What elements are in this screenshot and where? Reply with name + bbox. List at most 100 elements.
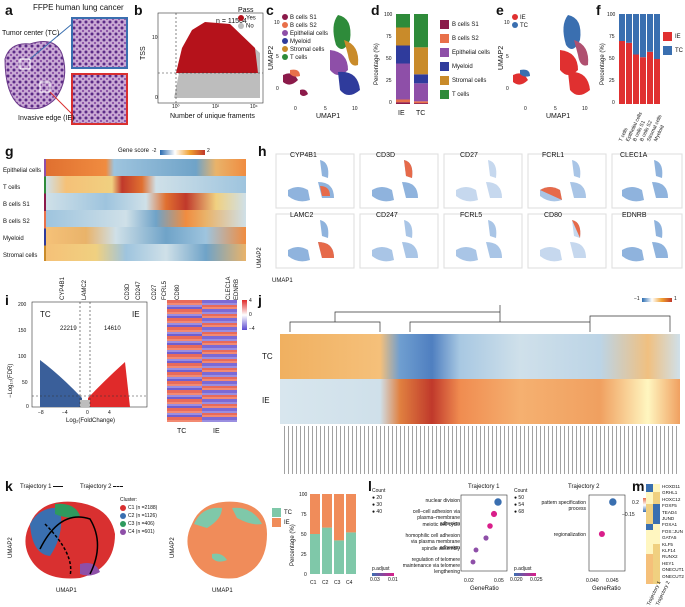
- panel-i-label: i: [5, 292, 9, 308]
- panel-a-title: FFPE human lung cancer: [33, 3, 124, 12]
- k-bar-ytick: 25: [301, 552, 307, 558]
- l-xlabel-2: GeneRatio: [592, 586, 621, 592]
- label-tc: Tumor center (TC): [2, 30, 60, 37]
- k-cluster-item: C1 (n =2188): [120, 504, 157, 512]
- j-color-scale: [642, 298, 672, 302]
- b-xtick: 10²: [212, 104, 220, 110]
- e-ytick: 0: [506, 86, 509, 92]
- c-legend: B cells S1 B cells S2 Epithelial cells M…: [282, 14, 328, 62]
- bar-segment-c4-tc: [346, 532, 356, 574]
- bar-segment-ie-b-cells-s2: [396, 99, 410, 103]
- k-bar-x: C2: [322, 580, 329, 586]
- g-color-scale: [160, 150, 205, 155]
- bar-segment-b-cells-s2-tc: [640, 14, 646, 58]
- g-row-label: Stromal cells: [3, 253, 38, 259]
- h-gene-title: CD247: [376, 212, 398, 219]
- panel-d-label: d: [371, 2, 380, 18]
- k-bar-ytick: 0: [304, 572, 307, 578]
- l-term: regulation of telomere maintenance via t…: [402, 557, 460, 575]
- i-ytick: 50: [22, 380, 28, 386]
- e-ytick: 5: [506, 54, 509, 60]
- i-xlabel: Log₂(FoldChange): [66, 418, 116, 424]
- k-umap-region: [187, 501, 267, 579]
- bar-segment-c2-tc: [322, 527, 332, 574]
- j-heatmap: [280, 334, 680, 424]
- i-ytick: 200: [18, 302, 27, 308]
- g-row-colorbar: [44, 159, 46, 261]
- i-ytick: 0: [26, 404, 29, 410]
- m-gene: KLF5: [662, 541, 673, 547]
- k-xlabel: UMAP1: [56, 588, 77, 594]
- bar-segment-t-cells-ie: [619, 41, 625, 104]
- g-row-labels: Epithelial cells T cells B cells S1 B ce…: [3, 163, 41, 265]
- j-scale-tick: 1: [674, 296, 677, 302]
- c-ytick: 10: [274, 20, 280, 26]
- i-heat-x: IE: [213, 428, 220, 435]
- k-umap-clusters: [25, 501, 115, 579]
- n-cells: n = 11564: [216, 18, 247, 25]
- panel-c-label: c: [266, 2, 274, 18]
- volcano-ie-points: [88, 362, 130, 407]
- g-row-label: T cells: [3, 185, 21, 191]
- panel-l-label: l: [368, 478, 372, 494]
- j-row-label: IE: [262, 396, 270, 405]
- c-legend-item: Myeloid: [282, 38, 328, 46]
- h-xlabel: UMAP1: [272, 278, 293, 284]
- c-legend-item: Stromal cells: [282, 46, 328, 54]
- l-traj1-title: Trajectory 1: [468, 484, 500, 490]
- m-gene: GRHL1: [662, 490, 678, 496]
- d-legend: B cells S1 B cells S2 Epithelial cells M…: [440, 18, 490, 102]
- k-bar-x: C4: [346, 580, 353, 586]
- c-ytick: 0: [276, 86, 279, 92]
- bar-segment-tc-b-cells-s1: [414, 103, 428, 104]
- i-heat-x: TC: [177, 428, 187, 435]
- k-cluster-item: C3 (n =406): [120, 520, 157, 528]
- l-term: nuclear division: [425, 498, 460, 504]
- h-ylabel: UMAP2: [257, 247, 263, 268]
- volcano-tc-points: [40, 360, 82, 407]
- k-cluster-item: C2 (n =1126): [120, 512, 157, 520]
- m-gene: JUND: [662, 516, 675, 522]
- m-scale-tick: 0.2: [632, 500, 639, 506]
- l-padj2-scale: [514, 573, 536, 576]
- i-xtick: −4: [62, 410, 68, 416]
- k-traj-legend-2: Trajectory 2: [80, 484, 124, 490]
- m-gene: TEAD4: [662, 509, 677, 515]
- g-gene: LAMC2: [82, 279, 88, 300]
- f-ytick: 100: [607, 12, 616, 18]
- k-bar-x: C3: [334, 580, 341, 586]
- bar-segment-stromal-cells-tc: [647, 14, 653, 52]
- m-gene: ONECUT1: [662, 567, 684, 573]
- l-terms1: nuclear division cell–cell adhesion via …: [398, 498, 460, 575]
- l-x1-tick: 0.05: [494, 578, 504, 584]
- dot-homophilic-cell-adhesion: [483, 535, 489, 541]
- b-ytick: 10: [152, 35, 158, 41]
- d-xtick: TC: [416, 110, 426, 117]
- panel-f-label: f: [596, 2, 601, 18]
- g-gene: CD80: [175, 284, 181, 300]
- bar-segment-c4-ie: [346, 494, 356, 533]
- stacked-bar-d: [396, 14, 428, 104]
- l-dotplot-2: [588, 494, 626, 572]
- k-ylabel-2: UMAP2: [170, 537, 176, 558]
- f-ytick: 50: [609, 56, 615, 62]
- dot-nuclear-division: [494, 498, 502, 506]
- k-bar-ylabel: Percentage (%): [290, 524, 296, 566]
- panel-k-label: k: [5, 478, 13, 494]
- dot-meiotic-cell-cycle: [487, 523, 493, 529]
- bar-segment-b-cells-s1-tc: [633, 14, 639, 55]
- d-xtick: IE: [398, 110, 405, 117]
- l-x1-tick: 0.02: [464, 578, 474, 584]
- l-count1-legend: Count ● 20 ● 30 ● 40: [372, 488, 386, 515]
- h-gene-title: CLEC1A: [620, 152, 648, 159]
- i-color-scale: [242, 300, 247, 330]
- e-legend: IE TC: [512, 14, 528, 30]
- g-gene: CD3D: [125, 283, 131, 300]
- panel-a-label: a: [5, 2, 13, 18]
- m-heatmap: [646, 484, 660, 584]
- d-legend-item: B cells S1: [440, 18, 490, 32]
- stacked-bar-f: [619, 14, 660, 104]
- m-gene: FOS::JUN: [662, 528, 683, 534]
- c-legend-item: B cells S1: [282, 14, 328, 22]
- d-legend-item: B cells S2: [440, 32, 490, 46]
